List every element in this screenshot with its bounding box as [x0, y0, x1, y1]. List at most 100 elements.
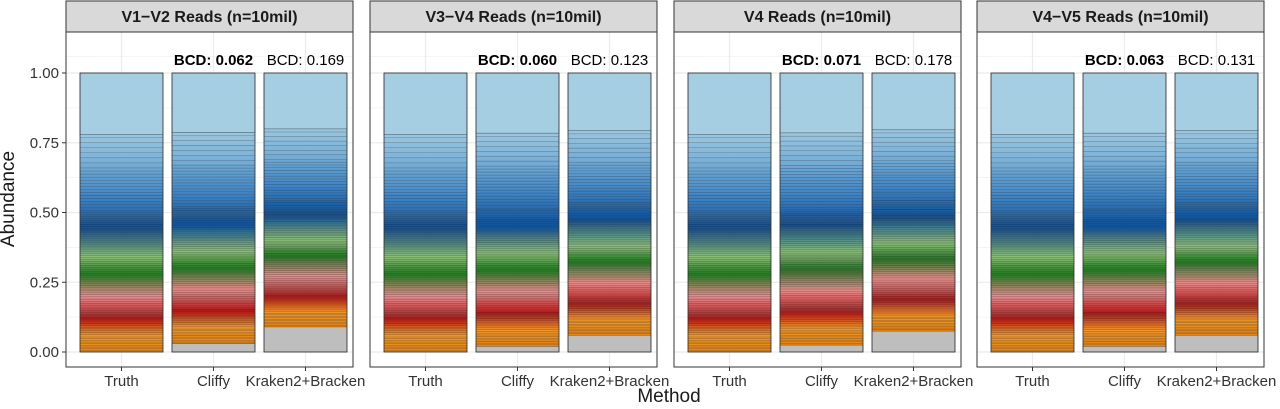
facet-panel: V4−V5 Reads (n=10mil)BCD: 0.063 BCD: 0.13…	[976, 0, 1276, 390]
bar-segment	[383, 330, 468, 333]
bar-segment	[1082, 171, 1167, 176]
bar-segment	[475, 334, 560, 337]
bar-segment	[779, 277, 864, 281]
bar-segment	[990, 325, 1075, 329]
bar-segment	[171, 322, 256, 325]
bar-segment	[79, 212, 164, 215]
bar-segment	[383, 214, 468, 217]
bcd-value: 0.131	[1218, 52, 1256, 69]
bar-segment	[779, 245, 864, 248]
bar-segment	[990, 183, 1075, 187]
bar-segment	[687, 192, 772, 196]
bar-segment	[263, 244, 348, 247]
bar-segment	[779, 183, 864, 187]
bar-segment	[687, 142, 772, 148]
bar-segment	[475, 221, 560, 224]
bar-segment	[990, 261, 1075, 264]
bar-segment	[79, 265, 164, 268]
bar-segment	[475, 186, 560, 191]
bar-segment	[79, 220, 164, 223]
bar-segment	[79, 287, 164, 291]
stacked-bar	[1174, 72, 1259, 353]
bar-segment	[687, 257, 772, 260]
bar-segment	[687, 307, 772, 311]
bar-segment	[263, 198, 348, 201]
bar-segment	[779, 314, 864, 318]
bar-segment	[263, 214, 348, 217]
bar-outline	[871, 72, 956, 353]
bar-segment	[171, 140, 256, 146]
bar-segment	[1174, 182, 1259, 186]
bar-segment	[1082, 309, 1167, 313]
bar-segment	[1174, 253, 1259, 256]
bar-segment	[475, 331, 560, 334]
bar-segment	[383, 137, 468, 143]
bar-segment	[263, 272, 348, 275]
bar-segment	[1174, 281, 1259, 284]
bar-segment	[171, 336, 256, 339]
bar-segment	[871, 269, 956, 272]
bar-segment	[990, 298, 1075, 302]
bar-segment	[687, 239, 772, 243]
bar-segment	[475, 217, 560, 220]
bar-segment	[263, 249, 348, 252]
bcd-label: BCD: 0.123	[571, 52, 649, 69]
bar-segment	[383, 183, 468, 187]
bar-segment	[1174, 190, 1259, 195]
bcd-label: BCD: 0.178	[875, 52, 953, 69]
bar-segment	[1174, 152, 1259, 158]
bar-segment	[383, 189, 468, 193]
bar-segment	[1082, 183, 1167, 188]
bar-segment	[263, 270, 348, 273]
bar-segment	[1174, 278, 1259, 282]
bar-segment	[1082, 132, 1167, 137]
bar-segment	[990, 345, 1075, 348]
bar-segment	[263, 184, 348, 188]
bar-segment	[263, 181, 348, 185]
bar-segment	[1082, 274, 1167, 278]
bar-segment	[687, 261, 772, 264]
bar-segment	[1082, 204, 1167, 209]
bcd-value: 0.169	[307, 52, 345, 69]
bar-segment	[567, 202, 652, 205]
bar-segment	[263, 187, 348, 191]
bar-segment	[990, 305, 1075, 309]
bar-segment	[475, 165, 560, 170]
bar-segment	[871, 275, 956, 279]
bar-segment	[1174, 312, 1259, 316]
bar-segment	[263, 253, 348, 256]
bar-segment	[383, 345, 468, 348]
bar-segment	[383, 341, 468, 344]
bar-segment	[263, 233, 348, 236]
bar-segment	[779, 321, 864, 325]
bar-segment	[79, 307, 164, 311]
bar-segment	[79, 305, 164, 309]
bar-segment	[567, 190, 652, 195]
bar-segment	[263, 251, 348, 254]
bar-segment	[171, 229, 256, 232]
bar-segment	[871, 236, 956, 239]
bar-outline	[263, 72, 348, 353]
bar-segment	[1082, 207, 1167, 211]
bar-segment	[990, 273, 1075, 276]
bar-segment	[171, 296, 256, 299]
bar-segment	[1174, 270, 1259, 274]
bar-segment	[871, 203, 956, 207]
bar-segment	[687, 340, 772, 343]
bar-segment	[79, 179, 164, 184]
bar-segment	[475, 316, 560, 319]
bar-segment	[1082, 316, 1167, 319]
bar-segment	[687, 157, 772, 164]
bar-segment	[263, 264, 348, 267]
bar-segment	[990, 296, 1075, 300]
bar-outline	[1174, 72, 1259, 353]
bar-segment	[171, 281, 256, 284]
bar-segment	[475, 180, 560, 185]
bar-segment	[171, 145, 256, 151]
bar-segment	[990, 269, 1075, 272]
bar-segment	[779, 224, 864, 227]
bar-segment	[990, 341, 1075, 344]
bar-segment	[79, 325, 164, 329]
bar-segment	[567, 302, 652, 305]
bar-segment	[871, 180, 956, 184]
